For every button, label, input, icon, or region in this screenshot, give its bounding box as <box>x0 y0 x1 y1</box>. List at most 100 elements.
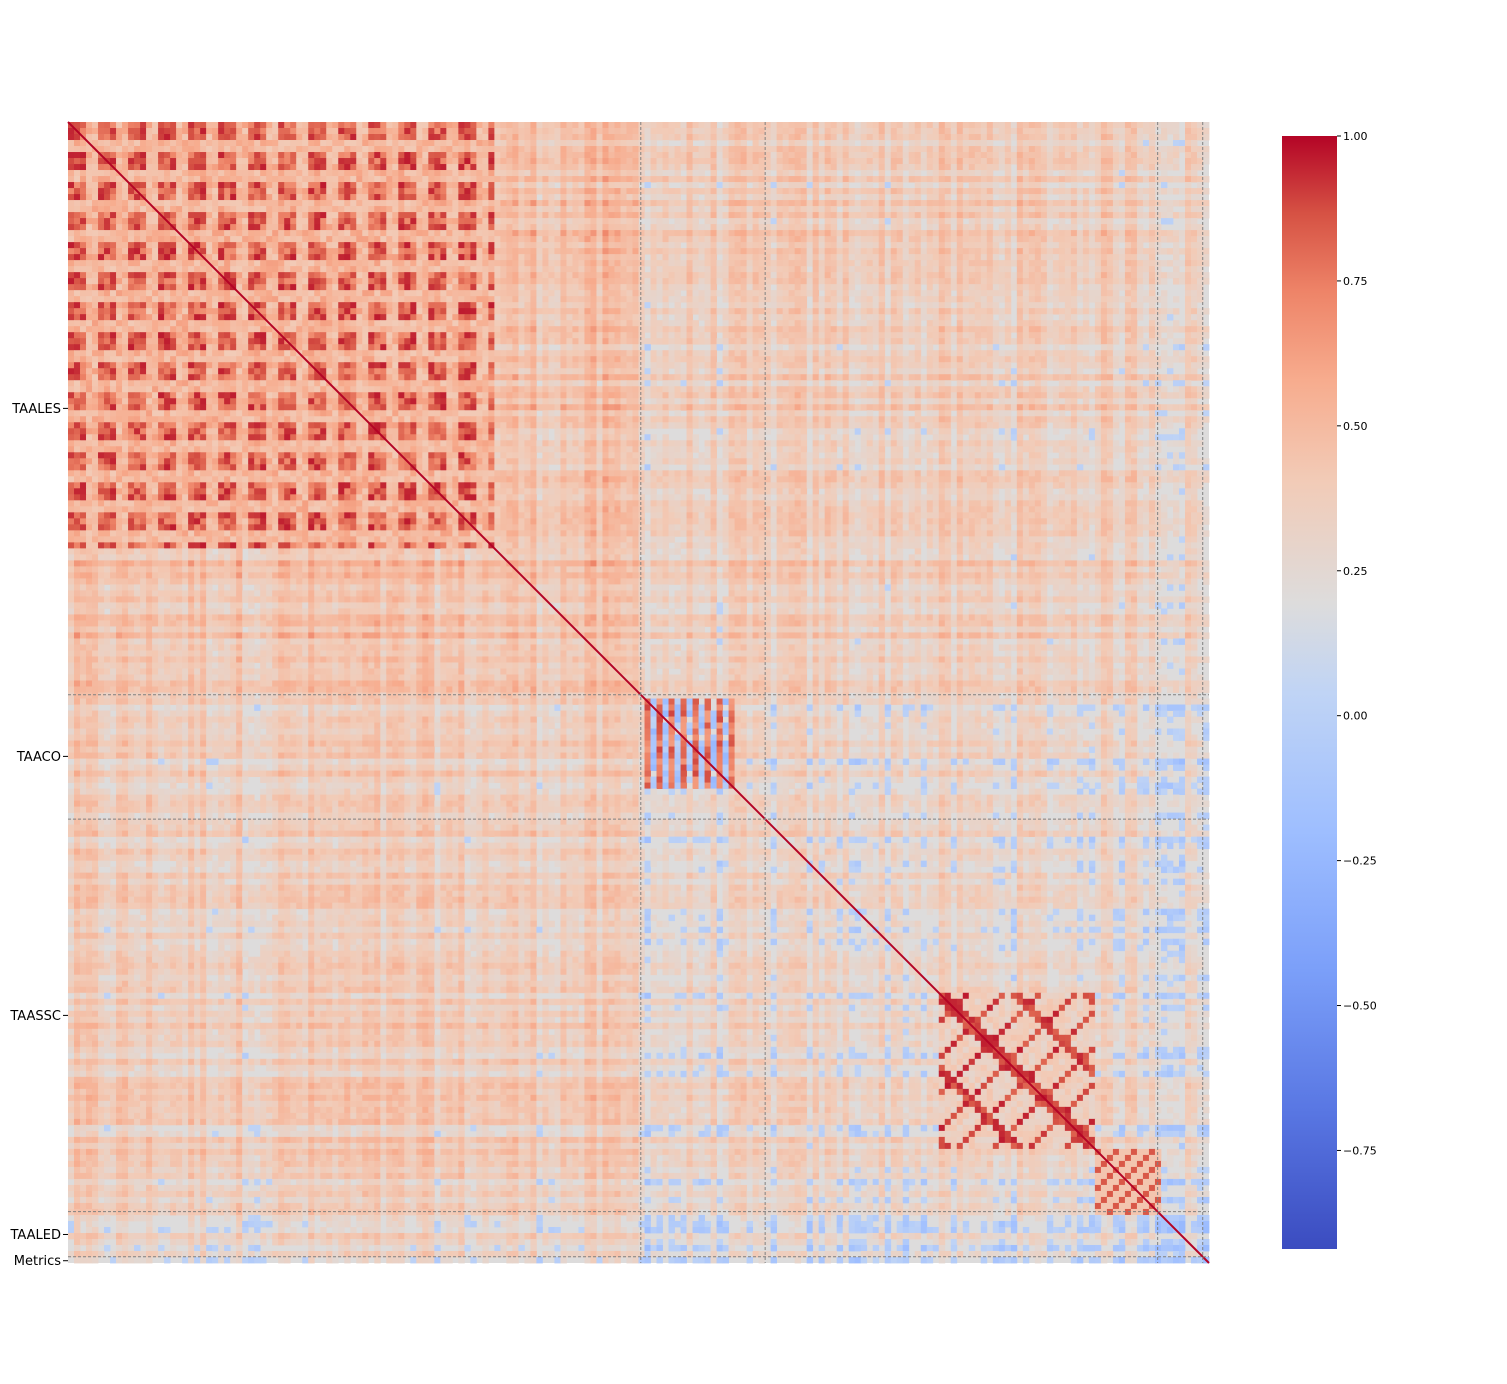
heatmap-cell <box>764 248 772 255</box>
heatmap-cell <box>884 152 892 159</box>
heatmap-cell <box>350 230 357 237</box>
heatmap-cell <box>656 122 663 129</box>
heatmap-cell <box>170 248 177 255</box>
heatmap-cell <box>320 200 327 207</box>
heatmap-cell <box>224 194 231 201</box>
heatmap-cell <box>122 140 129 147</box>
heatmap-cell <box>686 188 693 195</box>
heatmap-cell <box>248 158 255 165</box>
heatmap-cell <box>458 206 465 213</box>
heatmap-cell <box>752 206 760 213</box>
heatmap-cell <box>140 224 147 231</box>
heatmap-cell <box>1010 128 1018 135</box>
heatmap-cell <box>398 266 405 273</box>
heatmap-cell <box>554 170 561 177</box>
heatmap-cell <box>524 212 531 219</box>
heatmap-cell <box>1076 128 1084 135</box>
heatmap-cell <box>230 122 237 129</box>
heatmap-cell <box>974 122 982 129</box>
heatmap-cell <box>458 260 465 267</box>
heatmap-cell <box>452 218 459 225</box>
heatmap-cell <box>356 188 363 195</box>
heatmap-cell <box>950 242 958 249</box>
heatmap-cell <box>1196 164 1204 171</box>
heatmap-cell <box>536 158 543 165</box>
heatmap-cell <box>362 152 369 159</box>
heatmap-cell <box>1190 206 1198 213</box>
heatmap-cell <box>296 236 303 243</box>
heatmap-cell <box>1202 260 1210 267</box>
heatmap-cell <box>1034 182 1042 189</box>
heatmap-cell <box>530 122 537 129</box>
heatmap-cell <box>638 170 645 177</box>
heatmap-cell <box>482 122 489 129</box>
heatmap-cell <box>926 158 934 165</box>
heatmap-cell <box>974 260 982 267</box>
heatmap-cell <box>392 152 399 159</box>
heatmap-cell <box>758 182 766 189</box>
heatmap-cell <box>578 182 585 189</box>
heatmap-cell <box>1022 218 1030 225</box>
heatmap-cell <box>122 122 129 129</box>
heatmap-cell <box>320 284 327 291</box>
heatmap-cell <box>524 218 531 225</box>
heatmap-cell <box>980 230 988 237</box>
heatmap-cell <box>734 182 741 189</box>
heatmap-cell <box>500 194 507 201</box>
heatmap-cell <box>1046 158 1054 165</box>
heatmap-cell <box>992 158 1000 165</box>
heatmap-cell <box>1028 248 1036 255</box>
heatmap-cell <box>458 122 465 129</box>
heatmap-cell <box>812 152 820 159</box>
heatmap-cell <box>428 158 435 165</box>
heatmap-cell <box>902 200 910 207</box>
heatmap-cell <box>818 188 826 195</box>
heatmap-cell <box>422 236 429 243</box>
heatmap-cell <box>368 206 375 213</box>
heatmap-cell <box>878 230 886 237</box>
heatmap-cell <box>1076 164 1084 171</box>
heatmap-cell <box>68 146 75 153</box>
heatmap-cell <box>524 242 531 249</box>
heatmap-cell <box>182 200 189 207</box>
heatmap-cell <box>794 206 802 213</box>
heatmap-cell <box>1004 122 1012 129</box>
heatmap-cell <box>806 200 814 207</box>
heatmap-cell <box>416 128 423 135</box>
heatmap-cell <box>818 278 826 285</box>
heatmap-cell <box>806 278 814 285</box>
heatmap-cell <box>878 266 886 273</box>
heatmap-cell <box>572 242 579 249</box>
heatmap-cell <box>944 266 952 273</box>
heatmap-cell <box>254 122 261 129</box>
heatmap-cell <box>422 284 429 291</box>
heatmap-cell <box>80 140 87 147</box>
heatmap-cell <box>548 236 555 243</box>
heatmap-cell <box>716 188 723 195</box>
heatmap-cell <box>662 182 669 189</box>
heatmap-cell <box>686 278 693 285</box>
heatmap-cell <box>980 170 988 177</box>
heatmap-cell <box>680 260 687 267</box>
heatmap-cell <box>86 266 93 273</box>
heatmap-cell <box>1124 212 1132 219</box>
heatmap-cell <box>1088 188 1096 195</box>
heatmap-cell <box>398 236 405 243</box>
heatmap-cell <box>260 260 267 267</box>
heatmap-cell <box>302 266 309 273</box>
heatmap-cell <box>542 242 549 249</box>
heatmap-cell <box>1184 206 1192 213</box>
heatmap-cell <box>338 254 345 261</box>
heatmap-cell <box>500 266 507 273</box>
heatmap-cell <box>746 230 753 237</box>
heatmap-cell <box>326 260 333 267</box>
heatmap-cell <box>1028 194 1036 201</box>
heatmap-cell <box>218 230 225 237</box>
heatmap-cell <box>1070 266 1078 273</box>
heatmap-cell <box>650 224 657 231</box>
heatmap-cell <box>620 188 627 195</box>
heatmap-cell <box>968 152 976 159</box>
heatmap-cell <box>656 164 663 171</box>
heatmap-cell <box>194 224 201 231</box>
heatmap-cell <box>554 248 561 255</box>
